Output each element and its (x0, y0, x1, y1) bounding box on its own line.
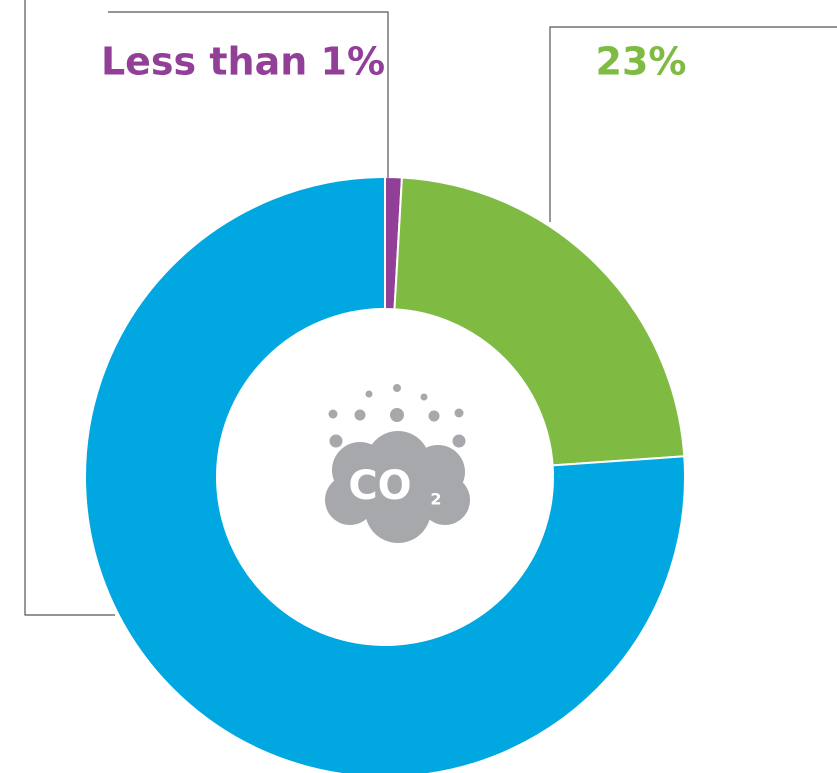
donut-slice (393, 176, 686, 467)
leader-line (24, 0, 115, 616)
value-label: Less than 1% (101, 40, 385, 84)
donut-slice (84, 175, 686, 773)
value-label: 23% (596, 40, 687, 84)
leader-line (549, 26, 837, 222)
icon-subscript: 2 (430, 490, 441, 509)
slices (84, 175, 686, 773)
icon-text: CO (348, 463, 411, 509)
leader-line (108, 11, 389, 178)
co2-icon: CO 2 (325, 384, 470, 543)
